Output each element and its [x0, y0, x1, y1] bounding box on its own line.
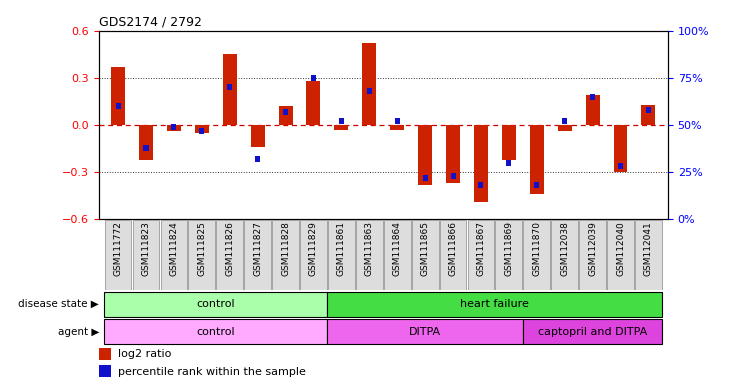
Bar	[478, 182, 483, 188]
Bar	[450, 173, 456, 179]
Bar	[99, 365, 111, 377]
Bar	[507, 160, 512, 166]
Bar	[104, 292, 328, 316]
FancyBboxPatch shape	[551, 220, 578, 290]
FancyBboxPatch shape	[104, 220, 131, 290]
FancyBboxPatch shape	[467, 220, 494, 290]
Text: disease state ▶: disease state ▶	[18, 299, 99, 309]
Text: control: control	[196, 299, 235, 309]
Bar	[223, 54, 237, 125]
Text: GDS2174 / 2792: GDS2174 / 2792	[99, 15, 201, 28]
Bar	[283, 109, 288, 115]
Bar	[613, 125, 628, 172]
Text: GSM111826: GSM111826	[226, 222, 234, 276]
Text: GSM111869: GSM111869	[504, 222, 513, 276]
Text: GSM111823: GSM111823	[142, 222, 150, 276]
Text: GSM111828: GSM111828	[281, 222, 290, 276]
Bar	[328, 319, 523, 344]
FancyBboxPatch shape	[412, 220, 439, 290]
Bar	[111, 67, 125, 125]
Bar	[115, 103, 120, 109]
Text: DITPA: DITPA	[409, 327, 441, 337]
Text: control: control	[196, 327, 235, 337]
Text: GSM111864: GSM111864	[393, 222, 402, 276]
Text: GSM111866: GSM111866	[448, 222, 458, 276]
Bar	[646, 107, 651, 113]
Bar	[227, 84, 232, 90]
FancyBboxPatch shape	[245, 220, 271, 290]
Bar	[195, 125, 209, 133]
Bar	[311, 75, 316, 81]
Text: agent ▶: agent ▶	[58, 327, 99, 337]
Bar	[339, 118, 344, 124]
Text: GSM112041: GSM112041	[644, 222, 653, 276]
Bar	[279, 106, 293, 125]
Text: GSM111863: GSM111863	[365, 222, 374, 276]
Text: heart failure: heart failure	[461, 299, 529, 309]
Bar	[642, 104, 656, 125]
FancyBboxPatch shape	[439, 220, 466, 290]
FancyBboxPatch shape	[607, 220, 634, 290]
Text: captopril and DITPA: captopril and DITPA	[538, 327, 648, 337]
Bar	[558, 125, 572, 131]
Bar	[446, 125, 460, 183]
Text: log2 ratio: log2 ratio	[118, 349, 172, 359]
FancyBboxPatch shape	[300, 220, 327, 290]
Bar	[423, 175, 428, 181]
FancyBboxPatch shape	[523, 220, 550, 290]
FancyBboxPatch shape	[188, 220, 215, 290]
Text: percentile rank within the sample: percentile rank within the sample	[118, 366, 307, 377]
Bar	[144, 145, 148, 151]
FancyBboxPatch shape	[579, 220, 606, 290]
Bar	[618, 164, 623, 169]
Bar	[307, 81, 320, 125]
Bar	[250, 125, 265, 147]
Bar	[530, 125, 544, 194]
Text: GSM111829: GSM111829	[309, 222, 318, 276]
Bar	[99, 348, 111, 360]
Bar	[534, 182, 539, 188]
FancyBboxPatch shape	[216, 220, 243, 290]
Text: GSM111865: GSM111865	[420, 222, 430, 276]
Text: GSM111861: GSM111861	[337, 222, 346, 276]
Bar	[418, 125, 432, 185]
FancyBboxPatch shape	[272, 220, 299, 290]
Text: GSM112040: GSM112040	[616, 222, 625, 276]
Text: GSM111870: GSM111870	[532, 222, 541, 276]
Bar	[366, 88, 372, 94]
Bar	[590, 94, 595, 100]
Text: GSM111825: GSM111825	[197, 222, 207, 276]
Bar	[104, 319, 328, 344]
Bar	[167, 125, 181, 131]
Bar	[391, 125, 404, 130]
Bar	[585, 95, 599, 125]
FancyBboxPatch shape	[384, 220, 410, 290]
FancyBboxPatch shape	[328, 220, 355, 290]
Bar	[255, 156, 260, 162]
Bar	[328, 292, 662, 316]
Text: GSM112039: GSM112039	[588, 222, 597, 276]
Bar	[172, 124, 177, 130]
FancyBboxPatch shape	[161, 220, 188, 290]
Bar	[395, 118, 400, 124]
FancyBboxPatch shape	[356, 220, 383, 290]
Bar	[523, 319, 662, 344]
Bar	[199, 127, 204, 134]
Bar	[139, 125, 153, 160]
Bar	[562, 118, 567, 124]
Bar	[502, 125, 516, 160]
Text: GSM112038: GSM112038	[560, 222, 569, 276]
FancyBboxPatch shape	[635, 220, 662, 290]
FancyBboxPatch shape	[133, 220, 159, 290]
Bar	[362, 43, 376, 125]
FancyBboxPatch shape	[496, 220, 522, 290]
Text: GSM111824: GSM111824	[169, 222, 178, 276]
Bar	[334, 125, 348, 130]
Text: GSM111867: GSM111867	[477, 222, 485, 276]
Text: GSM111827: GSM111827	[253, 222, 262, 276]
Text: GSM111772: GSM111772	[114, 222, 123, 276]
Bar	[474, 125, 488, 202]
